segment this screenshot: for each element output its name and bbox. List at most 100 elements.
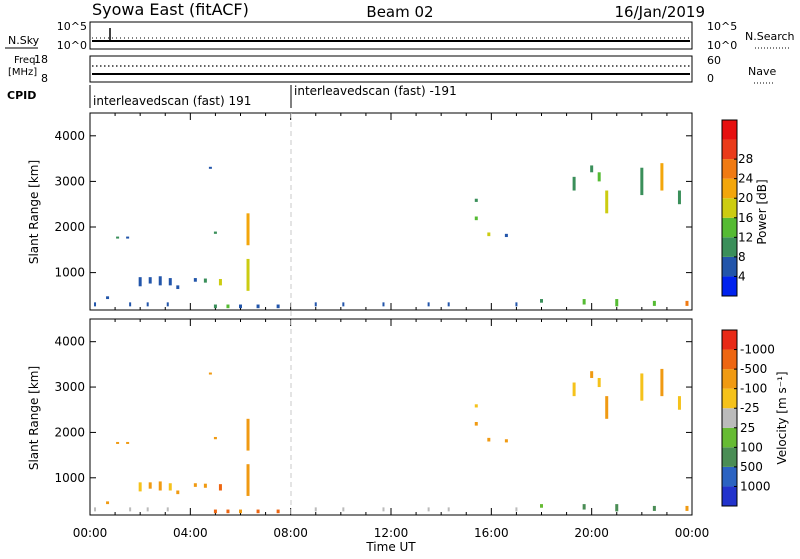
- echo-cell: [447, 507, 450, 512]
- nave-label: Nave: [748, 65, 776, 78]
- echo-cell: [652, 505, 656, 511]
- echo-cell: [176, 285, 180, 290]
- colorbar-segment: [722, 217, 737, 238]
- echo-cell: [615, 299, 619, 307]
- velocity-echoes: [94, 368, 689, 514]
- colorbar-tick-label: -25: [740, 401, 760, 415]
- echo-cell: [597, 377, 601, 388]
- colorbar-tick-label: -100: [740, 382, 767, 396]
- power-colorbar-label: Power [dB]: [755, 179, 769, 244]
- echo-cell: [427, 302, 430, 307]
- colorbar-segment: [722, 369, 737, 389]
- echo-cell: [126, 236, 130, 239]
- echo-cell: [540, 504, 543, 508]
- x-tick-label: 20:00: [574, 526, 609, 540]
- colorbar-tick-label: 20: [738, 191, 753, 205]
- colorbar-segment: [722, 466, 737, 487]
- colorbar-segment: [722, 330, 737, 350]
- freq-tick-high: 18: [34, 53, 48, 66]
- echo-cell: [129, 302, 132, 307]
- colorbar-tick-label: 100: [740, 440, 763, 454]
- echo-cell: [239, 509, 242, 514]
- x-tick-label: 00:00: [675, 526, 710, 540]
- colorbar-segment: [722, 408, 737, 428]
- echo-cell: [382, 507, 385, 512]
- colorbar-frame: [721, 329, 738, 507]
- noise-trace: [92, 28, 690, 42]
- x-tick-label: 12:00: [374, 526, 409, 540]
- colorbar-segment: [722, 349, 737, 370]
- echo-cell: [615, 504, 619, 512]
- x-tick-label: 04:00: [173, 526, 208, 540]
- echo-cell: [640, 373, 644, 401]
- echo-cell: [572, 382, 576, 397]
- noise-tick-right-high: 10^5: [707, 20, 737, 33]
- y-tick-label: 1000: [54, 471, 85, 485]
- colorbar-tick-label: 1000: [740, 479, 771, 493]
- nsky-label: N.Sky: [8, 34, 40, 47]
- echo-cell: [94, 507, 97, 512]
- echo-cell: [487, 437, 491, 442]
- colorbar-segment: [722, 486, 737, 506]
- echo-cell: [504, 233, 508, 238]
- x-ticks: 00:00 04:00 08:00 12:00 16:00 20:00 00:00: [73, 526, 710, 540]
- echo-cell: [218, 484, 222, 491]
- echo-cell: [640, 167, 644, 196]
- station-title: Syowa East (fitACF): [92, 0, 249, 19]
- echo-cell: [582, 504, 586, 510]
- colorbar-segment: [722, 276, 737, 296]
- power-echoes: [94, 163, 689, 309]
- power-colorbar: 4 8 12 16 20 24 28: [721, 119, 753, 297]
- echo-cell: [126, 441, 130, 444]
- cpid-segment-1: interleavedscan (fast) 191: [93, 94, 251, 108]
- colorbar-tick-label: 24: [738, 172, 753, 186]
- colorbar-segment: [722, 120, 737, 140]
- y-tick-label: 1000: [54, 266, 85, 280]
- echo-cell: [660, 368, 664, 397]
- echo-cell: [474, 404, 478, 408]
- echo-cell: [158, 481, 162, 491]
- echo-cell: [213, 436, 217, 440]
- echo-cell: [148, 277, 152, 284]
- nsearch-label: N.Search: [745, 30, 795, 43]
- echo-cell: [106, 501, 110, 505]
- colorbar-segment: [722, 237, 737, 257]
- freq-label: Freq.: [14, 55, 39, 66]
- noise-tick-left-low: 10^0: [57, 39, 87, 52]
- nave-tick-low: 0: [707, 72, 714, 85]
- echo-cell: [203, 483, 207, 488]
- echo-cell: [138, 277, 142, 287]
- freq-unit: [MHz]: [8, 67, 37, 78]
- colorbar-segment: [722, 427, 737, 448]
- x-tick-label: 08:00: [273, 526, 308, 540]
- echo-cell: [605, 190, 609, 214]
- echo-cell: [246, 213, 250, 246]
- echo-cell: [106, 296, 110, 300]
- echo-cell: [447, 302, 450, 307]
- echo-cell: [605, 396, 609, 419]
- echo-cell: [208, 372, 212, 375]
- colorbar-tick-label: 8: [738, 250, 746, 264]
- echo-cell: [474, 421, 478, 426]
- echo-cell: [168, 278, 172, 286]
- x-tick-label: 16:00: [474, 526, 509, 540]
- echo-cell: [213, 304, 217, 309]
- echo-cell: [213, 231, 217, 234]
- echo-cell: [246, 258, 250, 291]
- echo-cell: [218, 278, 222, 286]
- echo-cell: [660, 163, 664, 191]
- echo-cell: [138, 482, 142, 492]
- power-panel-frame: [89, 112, 693, 311]
- echo-cell: [146, 507, 149, 512]
- echo-cell: [515, 507, 518, 512]
- echo-cell: [146, 302, 149, 307]
- echo-cell: [116, 441, 120, 444]
- echo-cell: [572, 176, 576, 191]
- freq-tick-low: 8: [41, 72, 48, 85]
- y-tick-label: 3000: [54, 380, 85, 394]
- echo-cell: [590, 165, 594, 173]
- echo-cell: [314, 302, 317, 307]
- power-ylabel: Slant Range [km]: [27, 160, 41, 264]
- echo-cell: [246, 464, 250, 496]
- colorbar-tick-label: -1000: [740, 343, 775, 357]
